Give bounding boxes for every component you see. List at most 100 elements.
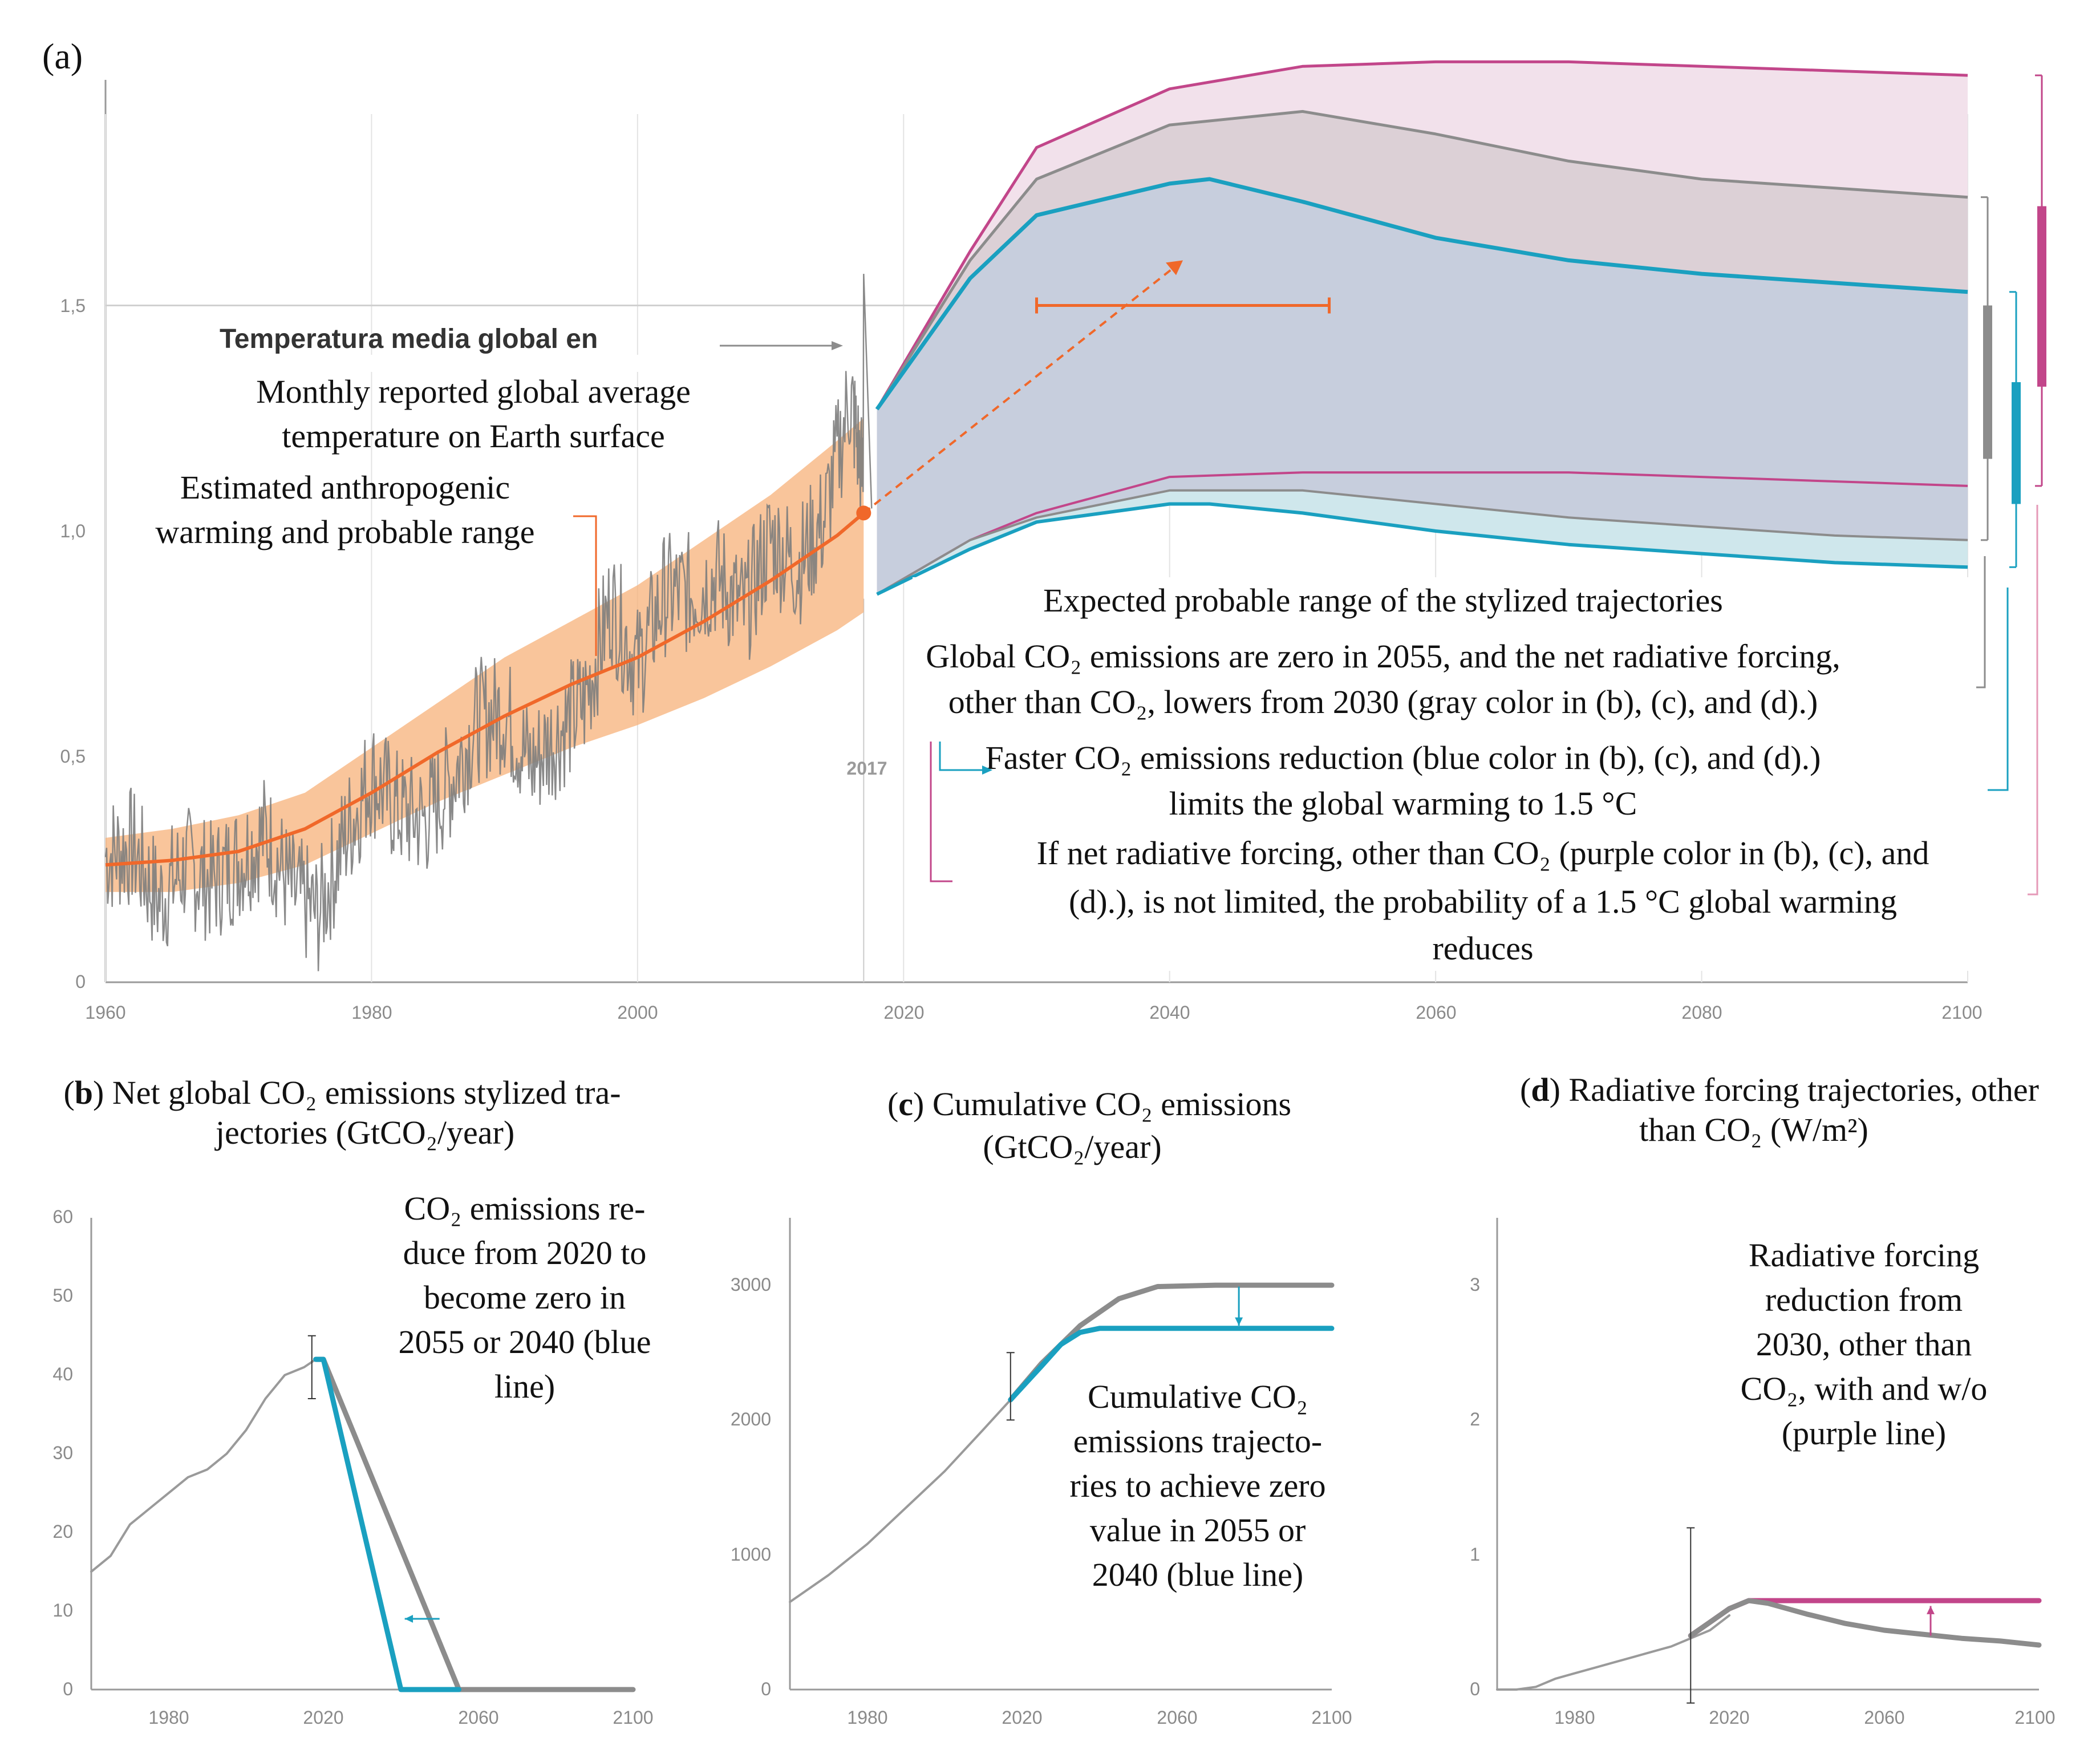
blue-bar-connector <box>1988 588 2009 791</box>
b-note-line: CO₂ emissions re- <box>404 1190 646 1227</box>
blue-connector-arrowhead <box>982 765 992 775</box>
b-y-tick: 30 <box>52 1443 73 1463</box>
c-note-line: 2040 (blue line) <box>1092 1556 1303 1593</box>
monthly-label-line2: temperature on Earth surface <box>282 418 664 455</box>
series-line-gray <box>1688 1598 2042 1648</box>
c-y-tick: 3000 <box>731 1274 771 1295</box>
panel-d: (d) Radiative forcing trajectories, othe… <box>1470 1071 2055 1728</box>
gray-scenario-line1: Global CO₂ emissions are zero in 2055, a… <box>926 638 1840 675</box>
panel-d-x-ticks: 1980 2020 2060 2100 <box>1554 1707 2055 1728</box>
b-note-line: line) <box>494 1368 555 1405</box>
b-y-tick: 40 <box>52 1364 73 1384</box>
purple-scenario-line2: (d).), is not limited, the probability o… <box>1069 883 1897 920</box>
scenario-band-blue-core <box>877 179 1968 594</box>
d-y-tick: 1 <box>1470 1544 1480 1565</box>
extrapolation-arrowhead <box>1166 260 1183 276</box>
a-x-tick: 2080 <box>1681 1002 1722 1023</box>
text-mask <box>913 577 1976 971</box>
d-note-line: Radiative forcing <box>1749 1237 1979 1274</box>
a-x-tick: 2020 <box>883 1002 924 1023</box>
gray-connector <box>1976 556 1986 688</box>
panel-b-y-ticks: 0 10 20 30 40 50 60 <box>52 1206 73 1699</box>
anthropogenic-warming-line <box>105 512 865 867</box>
shift-arrowhead <box>1927 1606 1935 1614</box>
a-x-tick: 2060 <box>1416 1002 1456 1023</box>
panel-a: (a) 1960 1980 2000 2020 2040 2060 2080 2… <box>42 36 2046 1023</box>
expected-range-label: Expected probable range of the stylized … <box>1043 582 1723 619</box>
range-bar-box <box>2037 206 2046 387</box>
d-x-tick: 2100 <box>2014 1707 2055 1728</box>
panel-a-x-ticks: 1960 1980 2000 2020 2040 2060 2080 2100 <box>85 1002 1982 1023</box>
panel-b: (b) Net global CO₂ emissions stylized tr… <box>52 1074 653 1728</box>
panel-c-title-line1: (c) Cumulative CO₂ emissions <box>887 1085 1291 1123</box>
purple-bar-connector <box>2028 505 2038 896</box>
c-x-tick: 2100 <box>1311 1707 1352 1728</box>
b-note-line: 2055 or 2040 (blue <box>399 1323 651 1360</box>
d-note-line: reduction from <box>1765 1281 1963 1318</box>
label-mask <box>217 355 650 372</box>
anthro-label-line1: Estimated anthropogenic <box>180 469 510 506</box>
scenario-upper-purple <box>875 60 1968 410</box>
d-x-tick: 2020 <box>1709 1707 1749 1728</box>
d-note-line: (purple line) <box>1782 1415 1946 1452</box>
c-note-line: value in 2055 or <box>1090 1512 1306 1549</box>
panel-c-plot <box>789 1282 1335 1603</box>
anthro-label-line2: warming and probable range <box>155 513 534 550</box>
panel-c: (c) Cumulative CO₂ emissions (GtCO₂/year… <box>731 1085 1352 1728</box>
panel-d-y-ticks: 0 1 2 3 <box>1470 1274 1480 1699</box>
b-note-line: become zero in <box>424 1279 626 1316</box>
panel-d-plot <box>1496 1527 2042 1704</box>
panel-c-y-ticks: 0 1000 2000 3000 <box>731 1274 771 1699</box>
range-bar-box <box>2012 382 2021 504</box>
panel-d-title-line2: than CO₂ (W/m²) <box>1639 1111 1868 1148</box>
series-line-purple <box>1688 1598 2042 1638</box>
b-y-tick: 60 <box>52 1206 73 1227</box>
c-y-tick: 0 <box>761 1679 771 1699</box>
b-y-tick: 50 <box>52 1285 73 1306</box>
series-line-historical <box>90 1358 317 1573</box>
c-x-tick: 1980 <box>847 1707 887 1728</box>
d-note-line: CO₂, with and w/o <box>1741 1370 1988 1407</box>
scenario-lower-purple <box>876 471 1968 596</box>
a-x-tick: 1980 <box>351 1002 392 1023</box>
panel-a-plot <box>104 60 2046 982</box>
year-2017-label: 2017 <box>846 758 887 779</box>
blue-connector <box>939 742 984 771</box>
a-x-tick: 2040 <box>1149 1002 1190 1023</box>
c-note-line: emissions trajecto- <box>1073 1423 1323 1460</box>
panel-b-x-ticks: 1980 2020 2060 2100 <box>148 1707 653 1728</box>
anthropogenic-range-band <box>106 418 864 892</box>
series-line-historical <box>1496 1614 1731 1691</box>
d-y-tick: 0 <box>1470 1679 1480 1699</box>
purple-scenario-line1: If net radiative forcing, other than CO₂… <box>1037 835 1929 872</box>
b-y-tick: 10 <box>52 1600 73 1621</box>
panel-a-y-ticks: 0 0,5 1,0 1,5 <box>60 295 86 992</box>
panel-c-title-line2: (GtCO₂/year) <box>983 1128 1161 1165</box>
panel-d-note: Radiative forcing reduction from 2030, o… <box>1741 1237 1988 1452</box>
c-y-tick: 2000 <box>731 1409 771 1429</box>
purple-connector <box>930 742 952 882</box>
b-x-tick: 2060 <box>458 1707 498 1728</box>
anthro-label-bracket <box>573 515 597 656</box>
panel-b-note: CO₂ emissions re- duce from 2020 to beco… <box>399 1190 651 1405</box>
b-y-tick: 20 <box>52 1521 73 1542</box>
c-y-tick: 1000 <box>731 1544 771 1565</box>
b-x-tick: 2100 <box>613 1707 653 1728</box>
d-note-line: 2030, other than <box>1756 1326 1972 1363</box>
purple-scenario-line3: reduces <box>1432 930 1533 967</box>
b-y-tick: 0 <box>63 1679 73 1699</box>
shift-arrowhead <box>404 1614 413 1623</box>
panel-a-label: (a) <box>42 36 83 76</box>
range-bar-box <box>1983 305 1992 459</box>
scenario-lower-band-blue <box>877 490 1968 594</box>
a-y-tick: 1,0 <box>60 521 86 541</box>
d-y-tick: 3 <box>1470 1274 1480 1295</box>
shift-arrowhead <box>1235 1317 1243 1326</box>
a-y-tick: 1,5 <box>60 295 86 316</box>
a-y-tick: 0,5 <box>60 746 86 767</box>
panel-d-title-line1: (d) Radiative forcing trajectories, othe… <box>1520 1071 2039 1108</box>
scenario-lower-gray <box>876 489 1968 596</box>
d-x-tick: 1980 <box>1554 1707 1595 1728</box>
series-line-historical <box>789 1399 1012 1603</box>
